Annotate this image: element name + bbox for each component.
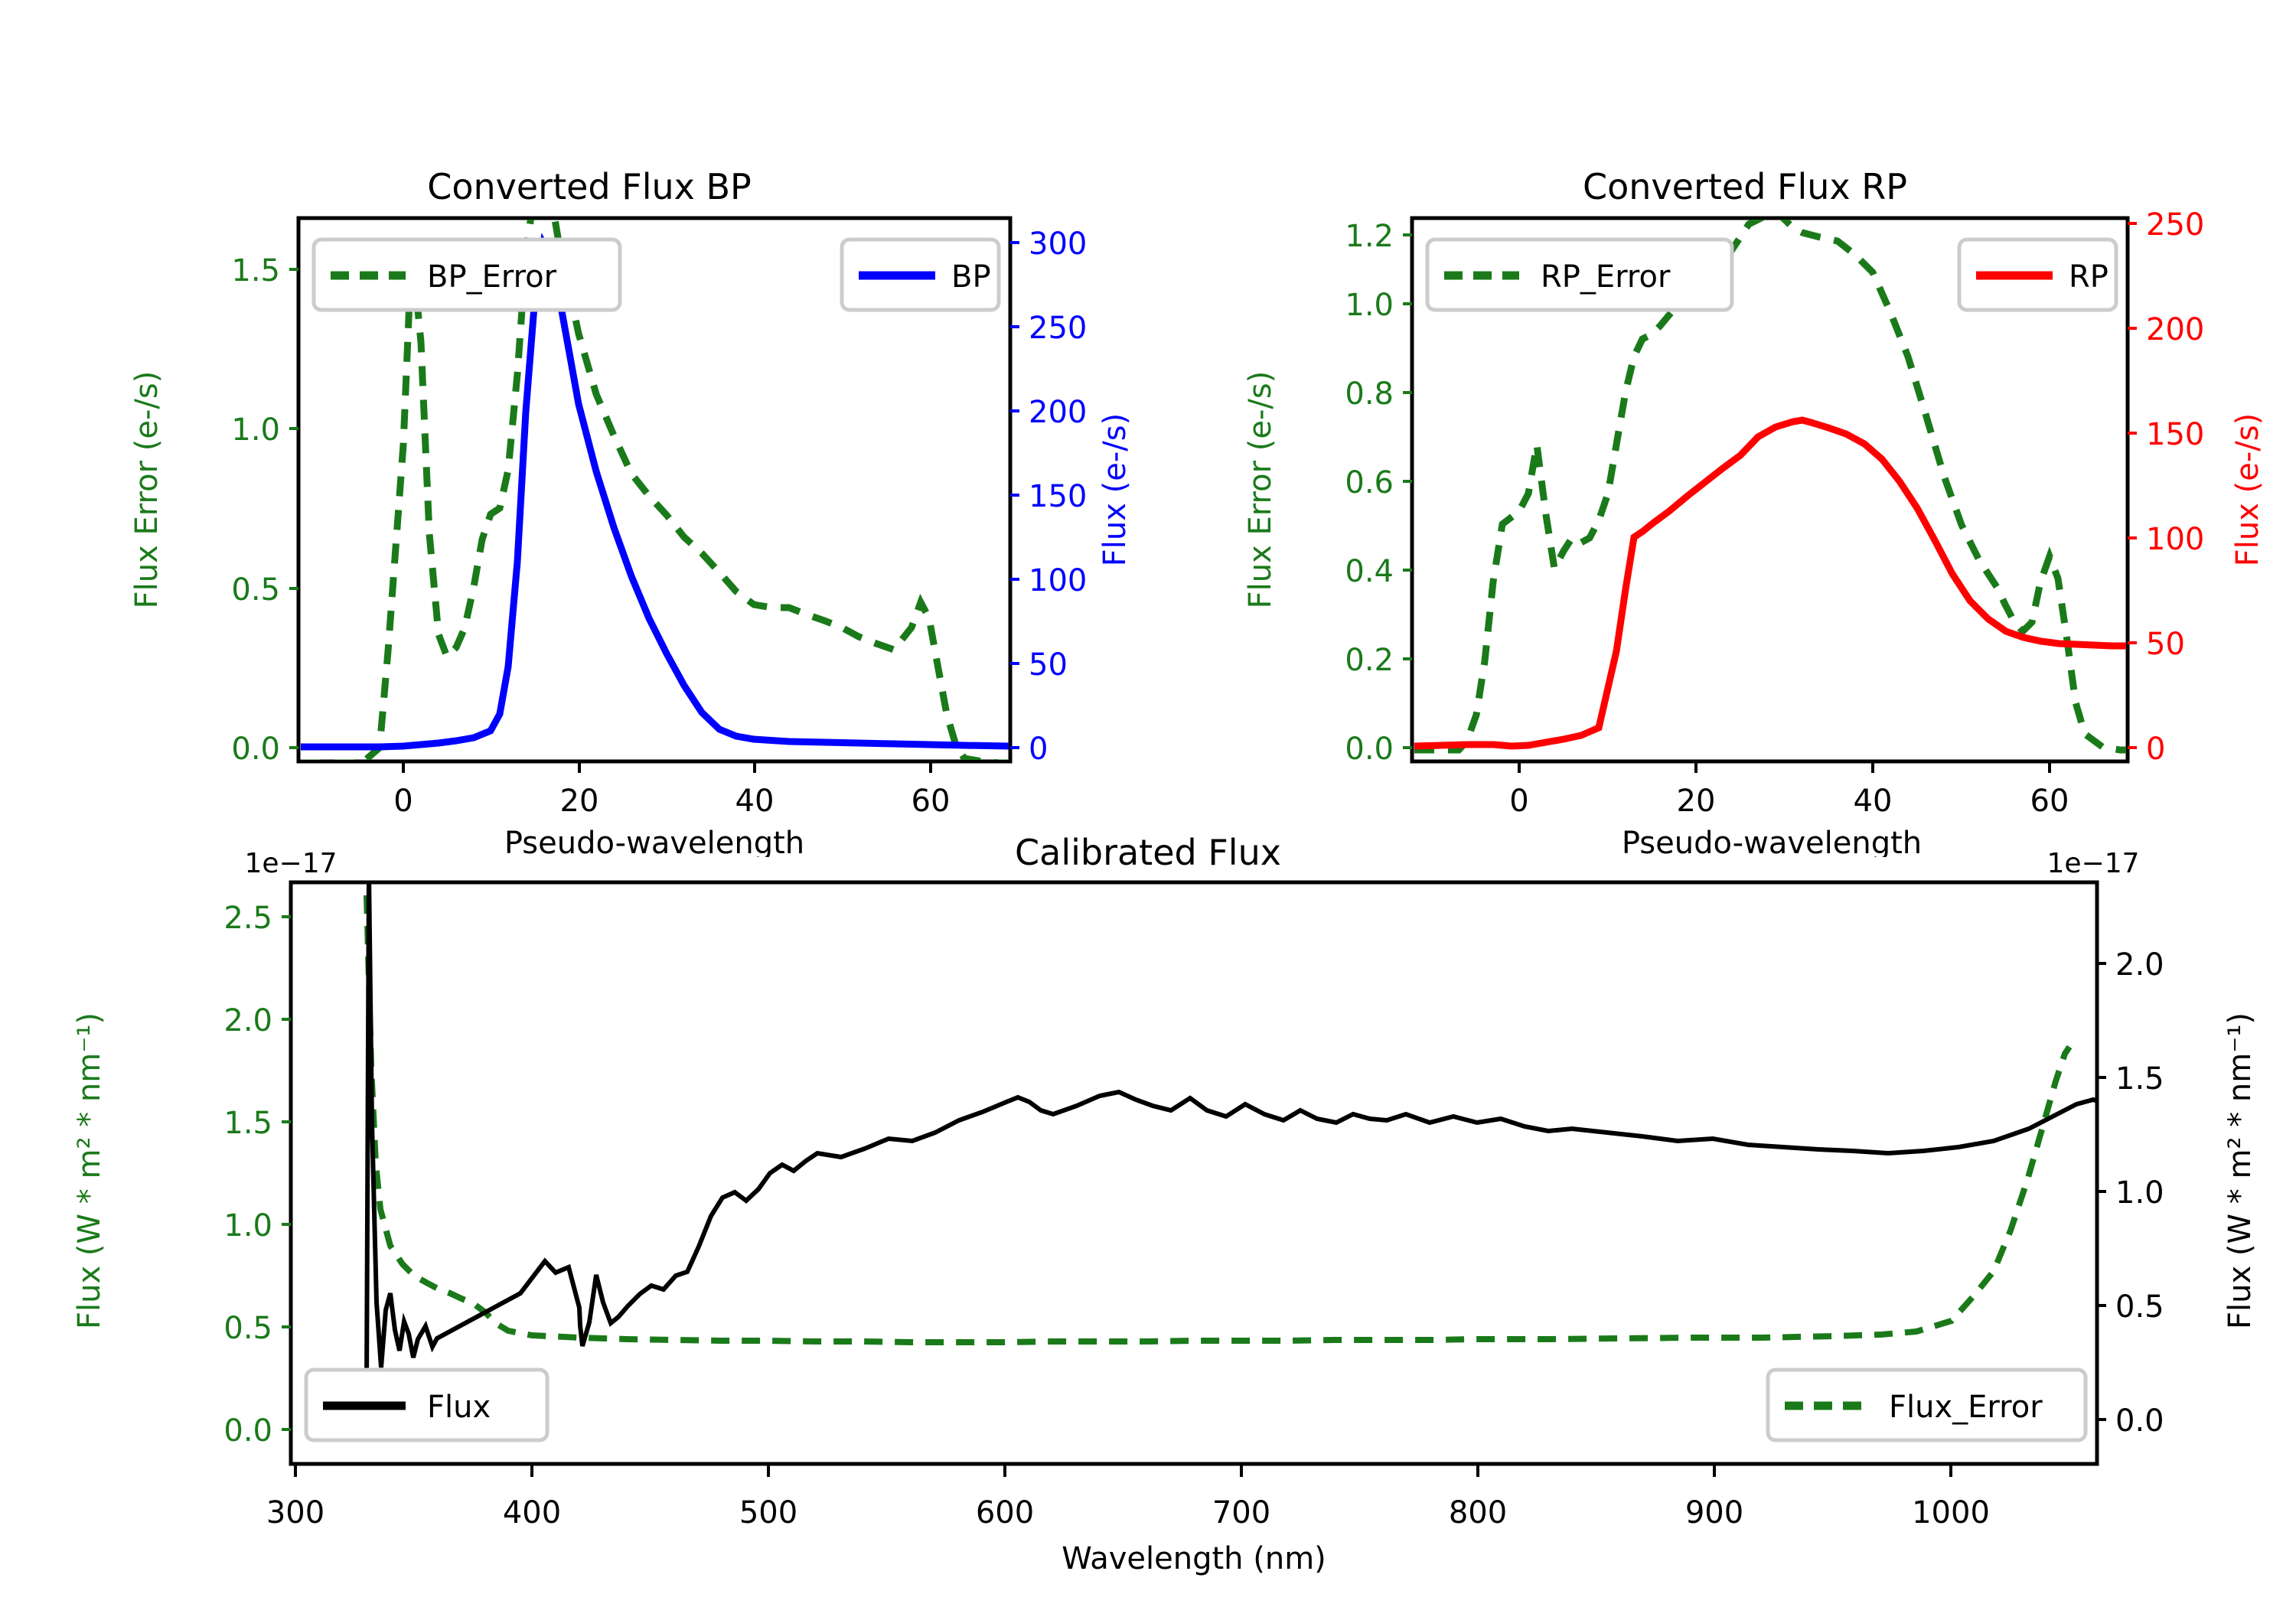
rp-right-ticks: 0 50 100 150 200 250 [2128,207,2204,767]
rp-ytick-left-1: 0.2 [1345,643,1394,678]
rp-ytick-right-2: 100 [2146,522,2204,557]
bp-title: Converted Flux BP [427,166,752,207]
cal-legend-flux[interactable]: Flux [304,1367,550,1442]
bp-legend-error-label: BP_Error [427,259,557,295]
bp-ytick-right-6: 300 [1029,227,1087,262]
cal-ytick-left-3: 1.5 [223,1106,272,1141]
bp-legend-flux-label: BP [951,259,991,295]
rp-ylabel-right: Flux (e-/s) [2230,413,2265,566]
rp-ytick-left-5: 1.0 [1345,288,1394,323]
rp-left-ticks: 0.0 0.2 0.4 0.6 0.8 1.0 1.2 [1345,219,1412,767]
bp-flux-curve [301,233,1009,751]
cal-ylabel-left: Flux (W * m² * nm⁻¹) [72,1012,107,1329]
rp-ytick-right-0: 0 [2146,732,2165,767]
rp-legend-error[interactable]: RP_Error [1425,237,1734,312]
cal-ytick-right-4: 2.0 [2115,947,2164,983]
cal-ytick-right-0: 0.0 [2115,1403,2164,1439]
cal-ytick-left-2: 1.0 [223,1208,272,1244]
cal-ytick-left-4: 2.0 [223,1003,272,1038]
rp-axes-frame [1410,216,2130,764]
cal-exponent-right: 1e−17 [2047,848,2139,879]
cal-fluxerror-curve [364,895,2073,1345]
cal-xtick-0: 300 [266,1495,325,1530]
rp-ytick-right-3: 150 [2146,417,2204,452]
cal-xtick-4: 700 [1212,1495,1270,1530]
cal-ytick-left-0: 0.0 [223,1413,272,1449]
bp-ytick-left-1: 0.5 [231,572,280,608]
bp-xlabel: Pseudo-wavelength [504,826,804,857]
rp-ytick-left-4: 0.8 [1345,376,1394,412]
bp-ytick-right-2: 100 [1029,563,1087,598]
rp-legend-error-label: RP_Error [1541,259,1671,295]
cal-ytick-right-2: 1.0 [2115,1175,2164,1211]
rp-ytick-right-5: 250 [2146,207,2204,243]
cal-legend-fluxerror[interactable]: Flux_Error [1766,1367,2088,1442]
rp-error-curve [1414,220,2126,754]
rp-ytick-left-0: 0.0 [1345,732,1394,767]
bp-error-curve [301,220,1009,760]
cal-xlabel: Wavelength (nm) [1062,1541,1326,1576]
bp-x-ticks: 0 20 40 60 [393,761,950,819]
rp-legend-flux-label: RP [2069,259,2108,295]
cal-ytick-right-3: 1.5 [2115,1061,2164,1097]
bp-ylabel-left: Flux Error (e-/s) [129,371,165,609]
cal-axes-frame [289,880,2099,1466]
panel-converted-flux-rp: Converted Flux RP 0.0 0.2 0.4 0.6 0.8 1.… [1243,166,2265,857]
cal-xtick-6: 900 [1685,1495,1743,1530]
bp-legend-error[interactable]: BP_Error [311,237,622,312]
rp-x-ticks: 0 20 40 60 [1509,761,2069,819]
cal-flux-curve [364,884,2095,1389]
rp-ylabel-left: Flux Error (e-/s) [1243,371,1278,609]
bp-ytick-right-3: 150 [1029,479,1087,514]
rp-ytick-left-2: 0.4 [1345,554,1394,589]
rp-ytick-right-1: 50 [2146,627,2185,662]
rp-ytick-left-3: 0.6 [1345,465,1394,500]
rp-ytick-right-4: 200 [2146,312,2204,347]
bp-xtick-2: 40 [735,784,775,819]
bp-left-ticks: 0.0 0.5 1.0 1.5 [231,253,298,767]
cal-legend-fluxerror-label: Flux_Error [1889,1390,2043,1425]
bp-ytick-right-4: 200 [1029,395,1087,430]
rp-xtick-1: 20 [1677,784,1716,819]
panel-calibrated-flux: Calibrated Flux 1e−17 1e−17 0.0 0.5 1.0 … [72,834,2258,1576]
cal-left-ticks: 0.0 0.5 1.0 1.5 2.0 2.5 [223,901,291,1449]
bp-xtick-1: 20 [560,784,599,819]
bp-ytick-left-2: 1.0 [231,412,280,448]
rp-ytick-left-6: 1.2 [1345,219,1394,254]
cal-xtick-5: 800 [1449,1495,1507,1530]
cal-title: Calibrated Flux [1015,834,1281,873]
rp-xlabel: Pseudo-wavelength [1622,826,1922,857]
rp-legend-flux[interactable]: RP [1957,237,2118,312]
bp-ytick-left-0: 0.0 [231,732,280,767]
rp-flux-curve [1414,416,2126,750]
cal-x-ticks: 300 400 500 600 700 800 900 1000 [266,1464,1990,1530]
cal-ytick-right-1: 0.5 [2115,1289,2164,1325]
cal-exponent-left: 1e−17 [244,848,337,879]
rp-xtick-2: 40 [1854,784,1893,819]
cal-ytick-left-5: 2.5 [223,901,272,936]
rp-title: Converted Flux RP [1583,166,1907,207]
cal-legend-flux-label: Flux [427,1390,491,1425]
bp-xtick-3: 60 [912,784,951,819]
bp-ytick-left-3: 1.5 [231,253,280,288]
cal-xtick-7: 1000 [1912,1495,1990,1530]
rp-xtick-3: 60 [2030,784,2069,819]
bp-ytick-right-5: 250 [1029,311,1087,346]
panel-converted-flux-bp: Converted Flux BP 0.0 0.5 1.0 1.5 Flux E… [129,166,1133,857]
bp-ylabel-right: Flux (e-/s) [1097,413,1133,566]
bp-axes-frame [296,216,1013,764]
cal-xtick-3: 600 [976,1495,1034,1530]
cal-xtick-1: 400 [503,1495,561,1530]
bp-xtick-0: 0 [393,784,413,819]
cal-ylabel-right: Flux (W * m² * nm⁻¹) [2223,1012,2258,1329]
cal-ytick-left-1: 0.5 [223,1311,272,1346]
bp-legend-flux[interactable]: BP [840,237,1001,312]
cal-xtick-2: 500 [739,1495,797,1530]
bp-right-ticks: 0 50 100 150 200 250 300 [1010,227,1087,767]
bp-ytick-right-0: 0 [1029,732,1048,767]
rp-xtick-0: 0 [1509,784,1528,819]
cal-right-ticks: 0.0 0.5 1.0 1.5 2.0 [2097,947,2164,1439]
bp-ytick-right-1: 50 [1029,647,1068,683]
